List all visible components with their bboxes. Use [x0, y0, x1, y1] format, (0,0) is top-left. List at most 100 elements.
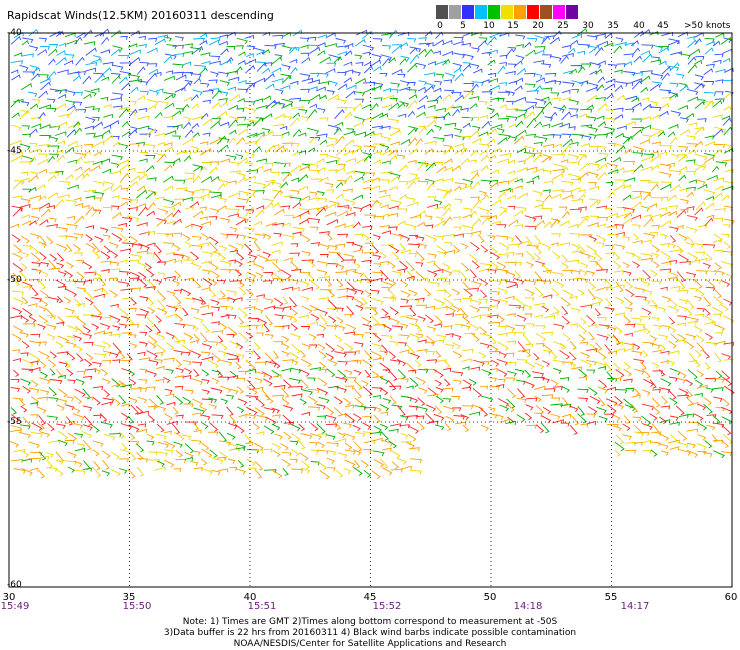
- wind-barb: [174, 198, 185, 203]
- wind-barb: [688, 48, 701, 57]
- wind-barb: [354, 170, 366, 177]
- wind-barb: [155, 378, 165, 383]
- wind-barb: [163, 449, 174, 455]
- wind-barb: [705, 141, 716, 147]
- wind-barb: [22, 358, 34, 367]
- wind-barb: [102, 61, 114, 66]
- wind-barb: [227, 442, 239, 450]
- wind-barb: [184, 80, 193, 85]
- wind-barb: [73, 344, 83, 352]
- wind-barb: [216, 456, 227, 461]
- wind-barb: [171, 423, 181, 435]
- wind-barb: [623, 53, 634, 58]
- wind-barb: [344, 43, 354, 48]
- wind-barb: [571, 270, 581, 275]
- wind-barb: [237, 128, 249, 136]
- wind-barb: [524, 72, 536, 77]
- wind-barb: [453, 244, 461, 253]
- wind-barb: [236, 37, 248, 45]
- wind-barb: [525, 134, 537, 139]
- wind-barb: [496, 261, 507, 270]
- wind-barb: [676, 338, 685, 344]
- wind-barb: [568, 68, 578, 75]
- wind-barb: [64, 307, 75, 315]
- wind-barb: [20, 405, 28, 413]
- wind-barb: [228, 104, 239, 111]
- wind-barb: [614, 224, 625, 229]
- wind-barb: [688, 360, 698, 365]
- wind-barb: [343, 150, 354, 156]
- wind-barb: [459, 307, 469, 319]
- wind-barb: [686, 449, 699, 458]
- wind-barb: [650, 299, 659, 308]
- wind-barb: [74, 469, 86, 475]
- wind-barb: [183, 359, 192, 366]
- wind-barb: [400, 138, 411, 145]
- wind-barb: [388, 369, 398, 381]
- wind-barb: [526, 397, 538, 402]
- wind-barb: [651, 114, 660, 120]
- wind-barb: [685, 226, 698, 234]
- wind-barb: [247, 236, 258, 243]
- wind-barb: [136, 314, 147, 319]
- wind-barb: [604, 131, 613, 136]
- wind-barb: [119, 308, 129, 318]
- wind-barb: [534, 395, 542, 403]
- wind-barb: [445, 313, 455, 318]
- wind-barb: [121, 217, 133, 222]
- wind-barb: [325, 414, 337, 422]
- wind-barb: [46, 452, 54, 458]
- wind-barb: [382, 447, 392, 452]
- wind-barb: [704, 100, 715, 110]
- wind-barb: [713, 450, 725, 459]
- wind-barb: [425, 404, 437, 412]
- wind-barb: [67, 451, 77, 459]
- wind-barb: [335, 223, 346, 228]
- wind-barb: [399, 260, 409, 270]
- wind-barb: [82, 150, 91, 156]
- wind-barb: [245, 359, 256, 371]
- wind-barb: [469, 269, 477, 279]
- wind-barb: [711, 434, 718, 443]
- wind-barb: [47, 155, 55, 163]
- wind-barb: [255, 190, 265, 195]
- wind-barb: [542, 344, 553, 354]
- wind-barb: [83, 415, 93, 426]
- wind-barb: [300, 88, 310, 93]
- wind-barb: [551, 80, 562, 85]
- wind-barb: [38, 280, 47, 290]
- wind-barb: [28, 156, 37, 164]
- legend-label: 5: [460, 21, 466, 31]
- wind-barb: [226, 56, 234, 64]
- wind-barb: [201, 260, 213, 265]
- wind-barb: [406, 223, 417, 230]
- wind-barb: [92, 396, 101, 406]
- wind-barb: [9, 440, 19, 448]
- wind-barb: [271, 67, 282, 74]
- wind-barb: [75, 378, 85, 386]
- wind-barb: [64, 420, 75, 425]
- wind-barb: [120, 423, 133, 430]
- wind-barb: [670, 333, 679, 343]
- wind-barb: [445, 415, 454, 423]
- wind-barb: [109, 277, 118, 282]
- wind-barb: [616, 125, 627, 130]
- wind-barb: [202, 89, 214, 94]
- wind-barb: [235, 243, 245, 249]
- wind-barb: [722, 91, 733, 100]
- wind-barb: [154, 38, 166, 46]
- wind-barb: [417, 180, 429, 185]
- wind-barb: [533, 252, 541, 261]
- wind-barb: [535, 325, 546, 330]
- wind-barb: [461, 405, 474, 410]
- wind-barb: [480, 361, 490, 366]
- wind-barb: [463, 90, 474, 99]
- wind-barb: [84, 297, 94, 306]
- wind-barb: [76, 271, 85, 280]
- wind-barb: [685, 278, 697, 283]
- wind-barb: [237, 123, 249, 128]
- wind-barb: [688, 148, 697, 155]
- wind-barb: [552, 419, 564, 424]
- wind-barb: [534, 302, 545, 307]
- wind-barb: [345, 157, 357, 163]
